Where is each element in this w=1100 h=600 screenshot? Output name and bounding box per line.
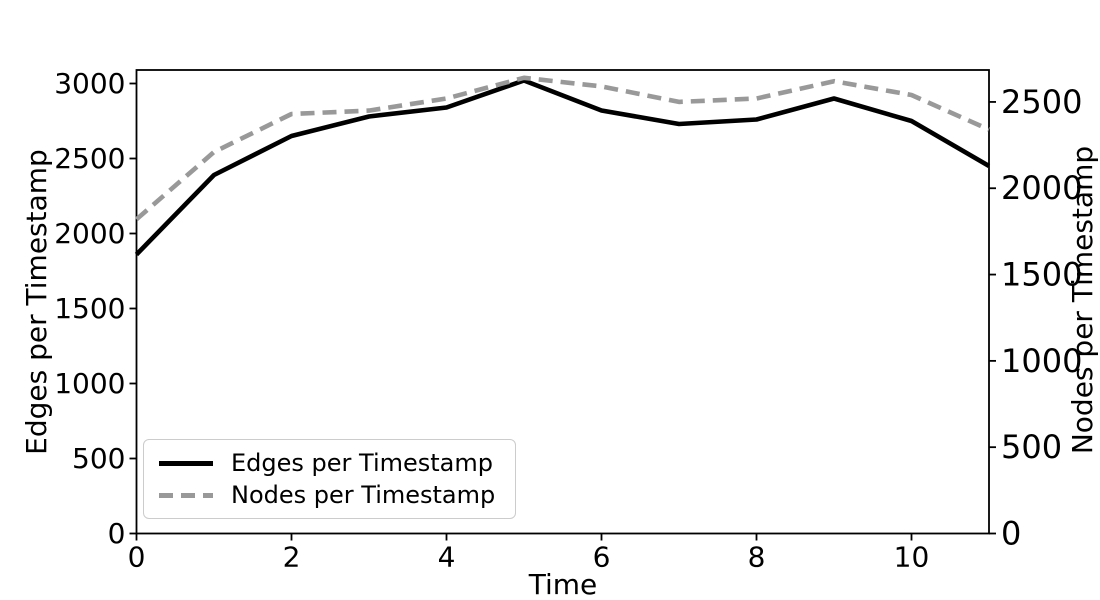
y-tick-label-left: 3000 [54, 67, 125, 100]
x-tick-label: 8 [748, 540, 766, 573]
y-axis-label-right: Nodes per Timestamp [1066, 145, 1099, 455]
y-tick-label-left: 2000 [54, 217, 125, 250]
y-tick-label-right: 0 [1001, 515, 1021, 553]
x-axis-label: Time [528, 568, 598, 600]
y-tick-label-right: 1000 [1001, 342, 1082, 380]
legend-item-edges: Edges per Timestamp [159, 447, 505, 479]
y-tick-label-right: 500 [1001, 428, 1062, 466]
legend: Edges per Timestamp Nodes per Timestamp [143, 439, 516, 519]
legend-label-edges: Edges per Timestamp [231, 449, 493, 477]
y-tick-label-left: 0 [108, 517, 126, 550]
plot-border [135, 69, 990, 535]
x-tick-label: 6 [593, 540, 611, 573]
x-tick-label: 10 [894, 540, 930, 573]
y-axis-label-left: Edges per Timestamp [20, 149, 53, 455]
legend-label-nodes: Nodes per Timestamp [231, 481, 496, 509]
nodes-line [134, 75, 990, 222]
y-tick-label-right: 2000 [1001, 169, 1082, 207]
edges-line-sample [159, 460, 213, 466]
x-tick-label: 4 [438, 540, 456, 573]
nodes-line-sample [159, 492, 213, 498]
edges-line [134, 78, 991, 257]
x-tick-label: 2 [283, 540, 301, 573]
y-tick-label-right: 2500 [1001, 83, 1082, 121]
legend-item-nodes: Nodes per Timestamp [159, 479, 505, 511]
x-tick-label: 0 [128, 540, 146, 573]
y-tick-label-right: 1500 [1001, 256, 1082, 294]
y-tick-label-left: 1000 [54, 367, 125, 400]
y-tick-label-left: 1500 [54, 292, 125, 325]
y-tick-label-left: 500 [72, 442, 125, 475]
y-tick-label-left: 2500 [54, 142, 125, 175]
